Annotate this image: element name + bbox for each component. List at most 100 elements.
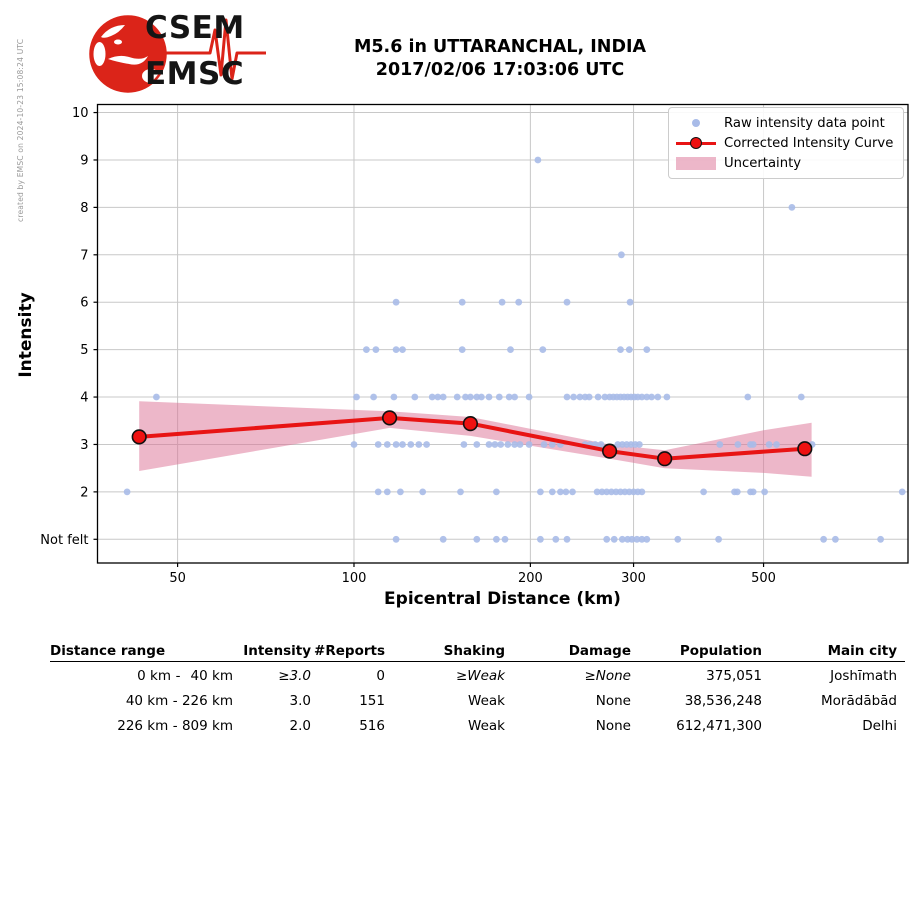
raw-data-point xyxy=(576,393,584,401)
table-row: 226 km -809 km 2.0 516 Weak None 612,471,300 De… xyxy=(50,713,905,738)
cell-main-city: Joshīmath xyxy=(830,667,897,684)
cell-damage: None xyxy=(595,692,631,709)
raw-data-point xyxy=(648,393,655,401)
raw-data-point xyxy=(534,156,542,164)
raw-data-point xyxy=(638,393,646,401)
curve-point-marker xyxy=(382,410,398,426)
raw-data-point xyxy=(350,441,358,448)
raw-data-point xyxy=(525,393,533,401)
raw-data-point xyxy=(674,535,682,543)
table-header-row: Distance range Intensity #Reports Shakin… xyxy=(50,642,905,661)
cell-main-city: Morādābād xyxy=(821,692,897,709)
raw-data-point xyxy=(493,488,500,496)
raw-data-point xyxy=(663,393,671,401)
raw-data-point xyxy=(537,535,544,543)
raw-data-point xyxy=(478,393,485,401)
raw-data-point xyxy=(495,393,503,401)
raw-data-point xyxy=(898,488,906,496)
curve-swatch-icon xyxy=(675,135,717,151)
col-header-main-city: Main city xyxy=(827,643,897,659)
raw-data-point xyxy=(458,346,466,353)
raw-data-point xyxy=(562,488,570,496)
raw-data-point xyxy=(439,393,447,401)
raw-data-point xyxy=(498,298,506,306)
col-header-population: Population xyxy=(679,643,762,659)
col-header-intensity: Intensity xyxy=(243,643,311,659)
table-row: 0 km -40 km ≥3.0 0 ≥Weak ≥None 375,051 Joshīmat… xyxy=(50,663,905,688)
raw-data-point xyxy=(643,393,651,401)
x-axis-label: Epicentral Distance (km) xyxy=(384,589,621,609)
raw-data-point xyxy=(497,441,505,448)
raw-data-point xyxy=(507,346,514,353)
raw-data-point xyxy=(788,204,796,211)
raw-data-point xyxy=(540,441,548,448)
raw-data-point xyxy=(628,535,636,543)
y-tick-label: 9 xyxy=(80,153,88,168)
y-tick-label: 7 xyxy=(80,248,88,263)
summary-table: Distance range Intensity #Reports Shakin… xyxy=(50,642,905,738)
raw-data-point xyxy=(123,488,131,496)
raw-data-point xyxy=(372,346,380,353)
table-row: 40 km -226 km 3.0 151 Weak None 38,536,248 Morā… xyxy=(50,688,905,713)
raw-data-point xyxy=(501,535,509,543)
raw-data-point xyxy=(548,488,556,496)
y-tick-label: 5 xyxy=(80,343,88,358)
col-header-shaking: Shaking xyxy=(443,643,505,659)
raw-data-point xyxy=(563,298,571,306)
cell-intensity: 2.0 xyxy=(289,717,311,734)
raw-data-point xyxy=(399,346,406,353)
raw-data-point xyxy=(626,298,634,306)
title-event: M5.6 in UTTARANCHAL, INDIA xyxy=(353,37,647,57)
raw-data-point xyxy=(744,393,752,401)
raw-data-point xyxy=(516,441,524,448)
legend-label: Raw intensity data point xyxy=(724,115,885,131)
raw-data-point xyxy=(473,535,481,543)
uncertainty-swatch-icon xyxy=(675,155,717,171)
raw-data-point xyxy=(392,535,400,543)
cell-damage: None xyxy=(595,717,631,734)
cell-population: 38,536,248 xyxy=(684,692,762,709)
raw-data-point xyxy=(733,488,741,496)
intensity-distance-chart: Not felt 2 3 4 5 6 7 8 9 10 50 100 200 300 500 xyxy=(40,103,909,586)
raw-data-point xyxy=(515,298,523,306)
plot-border xyxy=(96,103,909,564)
raw-data-point xyxy=(734,441,742,448)
raw-data-point xyxy=(603,535,611,543)
raw-data-point xyxy=(773,441,780,448)
raw-data-point xyxy=(504,441,512,448)
raw-data-point xyxy=(749,488,757,496)
cell-population: 612,471,300 xyxy=(676,717,762,734)
raw-data-point xyxy=(638,488,646,496)
raw-data-point xyxy=(593,488,601,496)
raw-data-point xyxy=(467,393,474,401)
raw-data-point xyxy=(390,393,398,401)
raw-data-point xyxy=(374,488,382,496)
raw-data-point xyxy=(603,488,611,496)
x-tick-label: 100 xyxy=(342,571,367,586)
raw-data-point xyxy=(569,488,576,496)
legend-label: Uncertainty xyxy=(724,155,802,171)
raw-data-point xyxy=(439,535,447,543)
logo-text-emsc: EMSC xyxy=(145,56,245,92)
cell-shaking: Weak xyxy=(468,692,505,709)
raw-data-point xyxy=(353,393,360,401)
raw-data-point xyxy=(594,393,602,401)
x-tick-label: 50 xyxy=(169,571,186,586)
seismogram-icon xyxy=(160,18,266,81)
cell-distance-range: 226 km -809 km xyxy=(117,717,233,734)
raw-data-point xyxy=(473,441,481,448)
title-datetime: 2017/02/06 17:03:06 UTC xyxy=(375,59,625,80)
table-body: 0 km -40 km ≥3.0 0 ≥Weak ≥None 375,051 Joshīmat… xyxy=(50,663,905,738)
raw-data-point xyxy=(383,441,391,448)
raw-data-point xyxy=(610,535,618,543)
raw-data-point xyxy=(597,441,605,448)
y-tick-label: 8 xyxy=(80,201,88,216)
raw-data-point xyxy=(601,393,609,401)
raw-data-point xyxy=(399,441,406,448)
raw-data-point xyxy=(392,346,400,353)
raw-data-point xyxy=(585,393,593,401)
raw-data-point xyxy=(434,393,442,401)
raw-data-point xyxy=(153,393,160,401)
curve-point-marker xyxy=(797,441,813,457)
